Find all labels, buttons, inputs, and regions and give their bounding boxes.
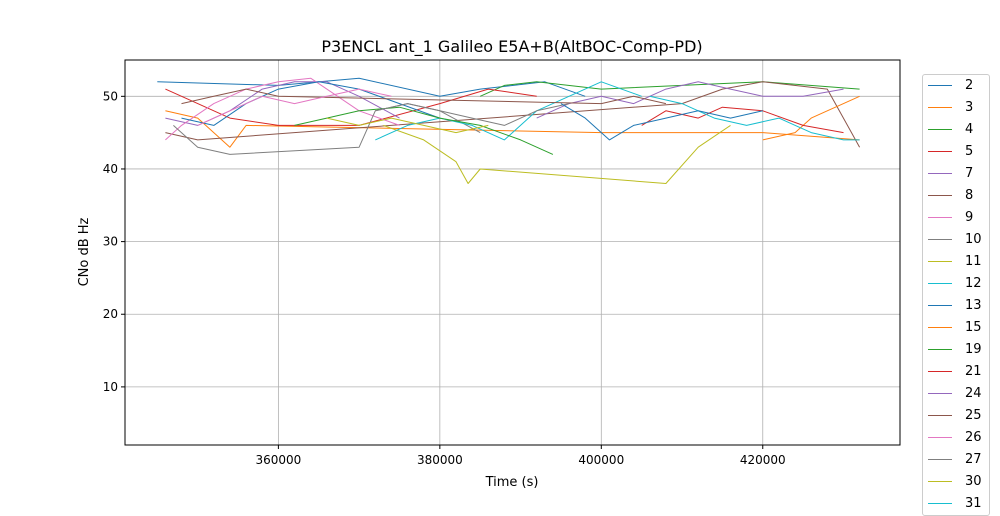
series-line-15 (762, 95, 860, 141)
legend-label: 10 (965, 232, 982, 247)
legend-label: 2 (965, 78, 974, 93)
legend-label: 24 (965, 386, 982, 401)
series-line-19 (294, 106, 554, 155)
series-line-30 (326, 117, 489, 134)
y-tick-label: 30 (103, 235, 118, 249)
legend-swatch (928, 481, 952, 482)
legend-label: 12 (965, 276, 982, 291)
legend-item: 9 (923, 207, 989, 229)
series-line-31 (649, 95, 860, 141)
legend-label: 9 (965, 210, 974, 225)
legend-swatch (928, 129, 952, 130)
legend-item: 25 (923, 405, 989, 427)
legend-item: 31 (923, 493, 989, 515)
series-line-9 (165, 77, 400, 141)
series-line-24 (536, 81, 844, 119)
legend-label: 25 (965, 408, 982, 423)
legend-label: 26 (965, 430, 982, 445)
series-line-12 (375, 81, 642, 141)
legend-item: 10 (923, 229, 989, 251)
legend-item: 19 (923, 339, 989, 361)
legend-item: 8 (923, 185, 989, 207)
chart-title: P3ENCL ant_1 Galileo E5A+B(AltBOC-Comp-P… (321, 37, 702, 57)
legend-item: 27 (923, 449, 989, 471)
legend-label: 4 (965, 122, 974, 137)
series-line-3 (165, 110, 860, 148)
legend-item: 30 (923, 471, 989, 493)
legend-swatch (928, 283, 952, 284)
legend-item: 5 (923, 141, 989, 163)
legend-swatch (928, 393, 952, 394)
legend-item: 7 (923, 163, 989, 185)
legend-swatch (928, 371, 952, 372)
legend-label: 30 (965, 474, 982, 489)
y-tick-label: 10 (103, 380, 118, 394)
legend-label: 15 (965, 320, 982, 335)
legend-swatch (928, 107, 952, 108)
legend-swatch (928, 437, 952, 438)
x-tick-label: 420000 (740, 453, 786, 467)
legend-label: 11 (965, 254, 982, 269)
legend-swatch (928, 305, 952, 306)
grid (125, 60, 900, 445)
legend: 23457891011121315192124252627303133 (922, 74, 990, 516)
y-axis-label: CNo dB Hz (77, 217, 92, 286)
legend-label: 8 (965, 188, 974, 203)
legend-label: 3 (965, 100, 974, 115)
series-line-11 (383, 124, 731, 184)
legend-item: 21 (923, 361, 989, 383)
y-tick-label: 50 (103, 89, 118, 103)
legend-item: 12 (923, 273, 989, 295)
legend-swatch (928, 239, 952, 240)
legend-swatch (928, 151, 952, 152)
x-tick-label: 380000 (417, 453, 463, 467)
legend-item: 15 (923, 317, 989, 339)
legend-item: 13 (923, 295, 989, 317)
legend-label: 13 (965, 298, 982, 313)
legend-label: 7 (965, 166, 974, 181)
legend-label: 21 (965, 364, 982, 379)
x-axis-ticks: 360000 380000 400000 420000 (255, 445, 786, 467)
series-line-26 (197, 88, 392, 126)
legend-label: 31 (965, 496, 982, 511)
legend-swatch (928, 195, 952, 196)
y-tick-label: 40 (103, 162, 118, 176)
y-tick-label: 20 (103, 307, 118, 321)
legend-swatch (928, 459, 952, 460)
legend-swatch (928, 217, 952, 218)
series-line-27 (375, 103, 570, 126)
legend-swatch (928, 173, 952, 174)
plot-frame (124, 59, 901, 446)
legend-item: 24 (923, 383, 989, 405)
series-line-25 (181, 88, 667, 105)
legend-swatch (928, 85, 952, 86)
legend-label: 19 (965, 342, 982, 357)
x-axis-label: Time (s) (485, 475, 539, 490)
legend-label: 5 (965, 144, 974, 159)
series-line-33 (560, 103, 763, 141)
legend-swatch (928, 349, 952, 350)
series-line-8 (165, 81, 861, 148)
legend-item: 3 (923, 97, 989, 119)
legend-item: 4 (923, 119, 989, 141)
legend-swatch (928, 415, 952, 416)
legend-swatch (928, 261, 952, 262)
x-tick-label: 400000 (578, 453, 624, 467)
series-layer (157, 77, 861, 184)
legend-item: 11 (923, 251, 989, 273)
legend-swatch (928, 503, 952, 504)
chart: P3ENCL ant_1 Galileo E5A+B(AltBOC-Comp-P… (77, 37, 901, 490)
series-line-21 (641, 106, 844, 134)
series-line-13 (181, 81, 440, 126)
legend-item: 2 (923, 75, 989, 97)
x-tick-label: 360000 (255, 453, 301, 467)
legend-item: 26 (923, 427, 989, 449)
legend-label: 27 (965, 452, 982, 467)
series-line-5 (165, 88, 537, 126)
series-line-4 (479, 81, 860, 97)
legend-swatch (928, 327, 952, 328)
y-axis-ticks: 10 20 30 40 50 (103, 89, 125, 394)
